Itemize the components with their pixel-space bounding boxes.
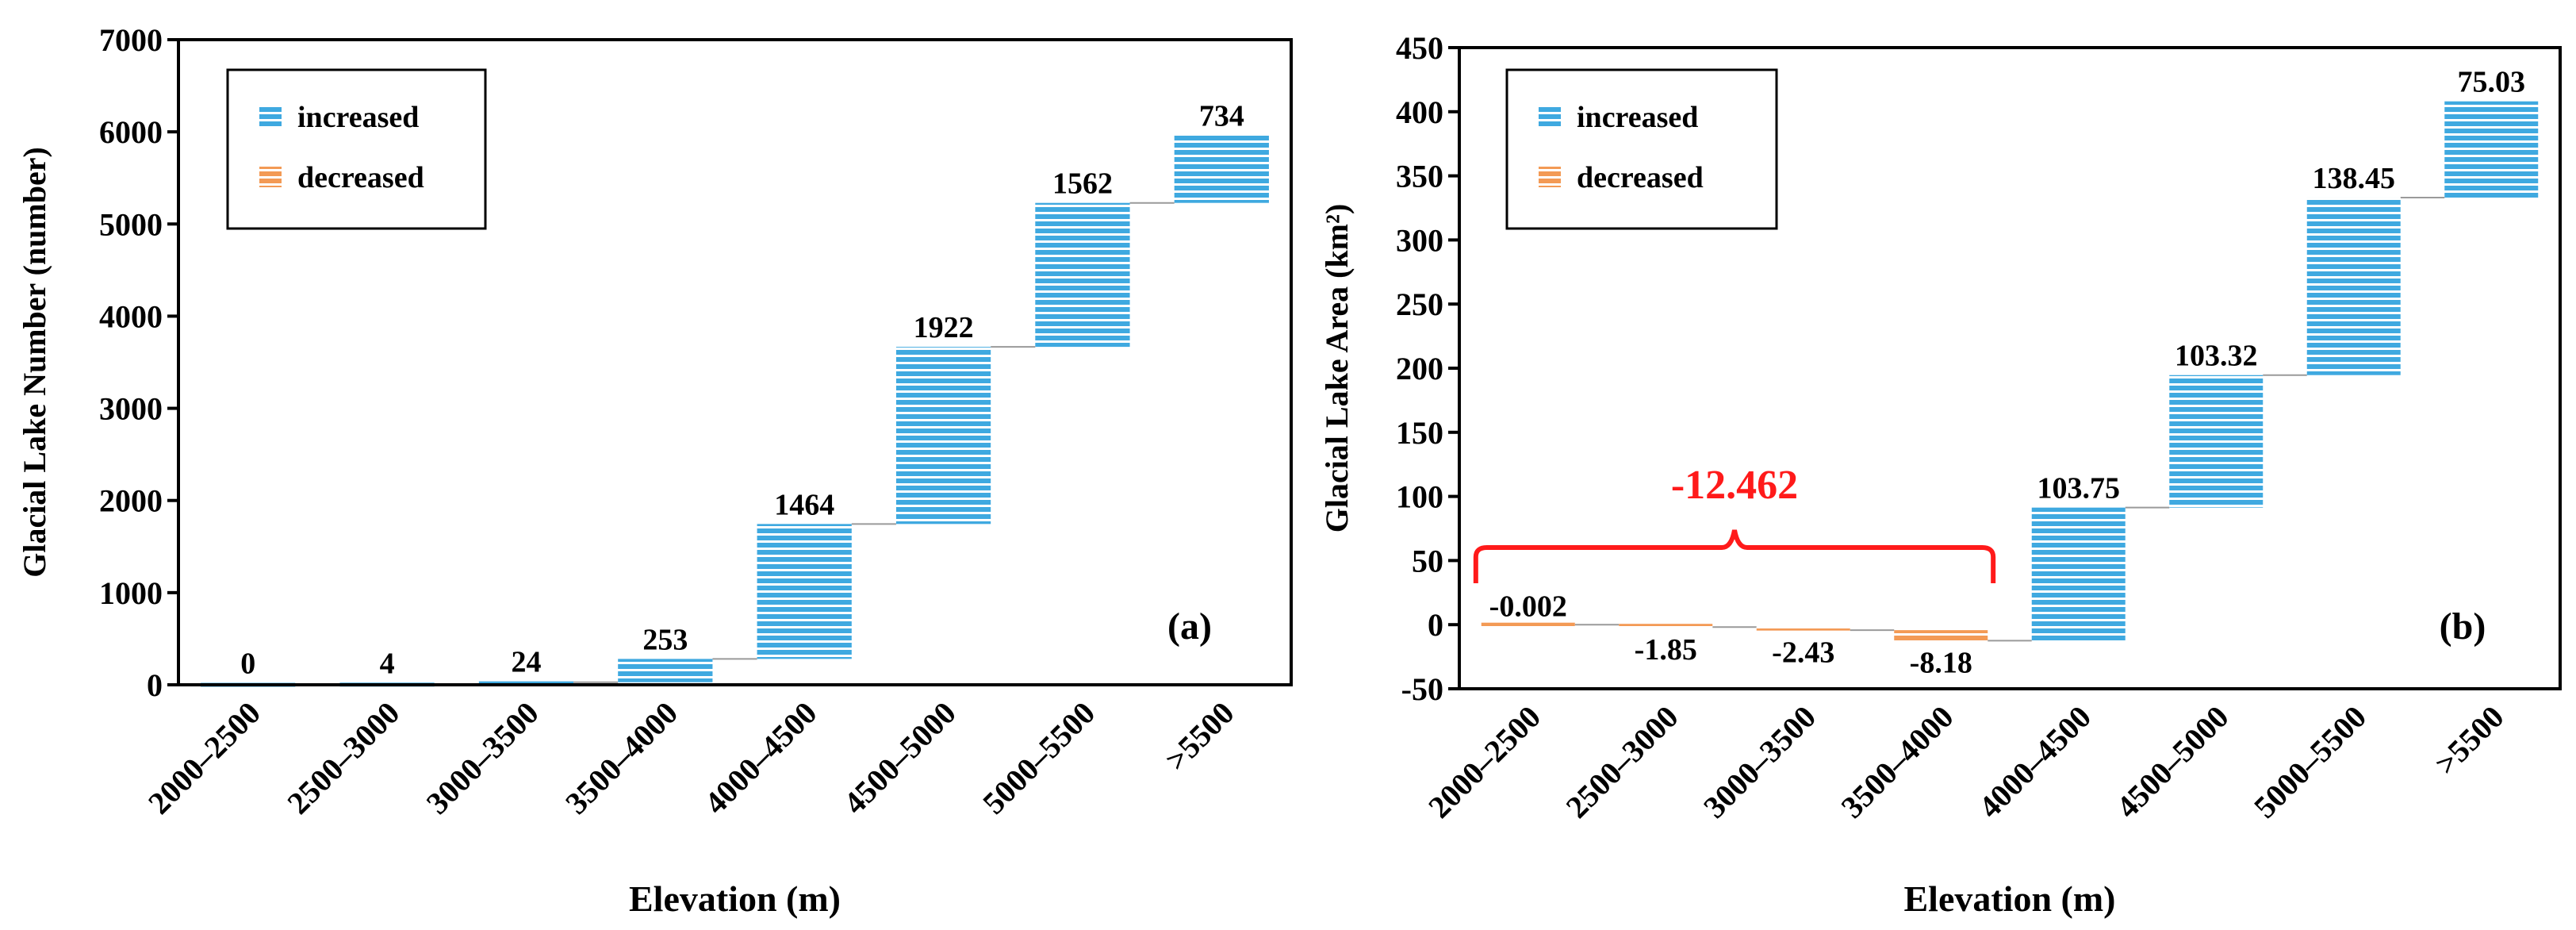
x-tick-label: >5500 — [2428, 699, 2511, 782]
bar-3000-3500 — [1756, 626, 1850, 631]
y-tick-label: 4000 — [99, 298, 163, 334]
bar-5000-5500 — [1035, 202, 1130, 348]
x-tick-label: 5000–5500 — [976, 695, 1102, 821]
y-tick-label: 350 — [1396, 159, 1443, 194]
legend-swatch-decreased — [259, 167, 282, 187]
value-label: 1464 — [774, 488, 834, 521]
y-tick-label: 200 — [1396, 351, 1443, 386]
value-label: -8.18 — [1910, 646, 1972, 679]
y-tick-label: 450 — [1396, 30, 1443, 66]
x-tick-label: 2500–3000 — [280, 695, 406, 821]
y-tick-label: 6000 — [99, 114, 163, 150]
value-labels-a: 0 4 24 253 1464 1922 1562 734 — [240, 99, 1244, 680]
y-axis-label-b: Glacial Lake Area (km²) — [1319, 204, 1355, 533]
x-tick-label: 4000–4500 — [1972, 699, 2098, 825]
y-tick-label: 250 — [1396, 286, 1443, 322]
y-tick-label: 7000 — [99, 22, 163, 58]
value-label: 138.45 — [2313, 162, 2396, 195]
plot-frame-a — [177, 38, 1293, 686]
panel-label-a: (a) — [1167, 605, 1212, 648]
value-label: 0 — [240, 648, 255, 681]
chart-panel-b: -0.002 -1.85 -2.43 -8.18 103.75 103.32 138.45 7… — [1319, 30, 2562, 919]
y-tick-label: 2000 — [99, 483, 163, 519]
y-axis-label-a: Glacial Lake Number (number) — [17, 147, 52, 578]
x-tick-label: 4500–5000 — [837, 695, 963, 821]
bar-2500-3000 — [1619, 624, 1713, 628]
value-label: 24 — [511, 646, 541, 679]
value-label: 103.32 — [2175, 340, 2258, 373]
x-tick-label: >5500 — [1158, 695, 1241, 778]
x-tick-label: 4500–5000 — [2110, 699, 2236, 825]
value-label: 4 — [380, 647, 395, 680]
bar-4000-4500 — [757, 524, 852, 659]
y-tick-label: 50 — [1412, 543, 1443, 578]
legend-label-decreased: decreased — [297, 161, 424, 194]
sum-annotation: -12.462 — [1473, 463, 1996, 583]
value-label: 75.03 — [2458, 66, 2526, 99]
chart-panel-a: 0 4 24 253 1464 1922 1562 734 0 1000 2000 3000 4000… — [17, 22, 1293, 919]
y-tick-label: 300 — [1396, 222, 1443, 258]
x-tick-label: 5000–5500 — [2247, 699, 2373, 825]
panel-label-b: (b) — [2440, 605, 2486, 648]
bars-a — [201, 135, 1269, 687]
value-label: 103.75 — [2037, 472, 2121, 505]
x-tick-label: 2000–2500 — [1421, 699, 1547, 825]
value-label: -0.002 — [1489, 590, 1567, 624]
connector-lines — [1574, 196, 2445, 642]
y-tick-label: 3000 — [99, 391, 163, 427]
bar-2000-2500 — [1481, 622, 1575, 627]
bar-4500-5000 — [2169, 375, 2264, 508]
value-label: 1562 — [1052, 167, 1113, 201]
y-tick-label: 0 — [147, 667, 163, 703]
y-ticks-b: -50 0 50 100 150 200 250 300 350 400 450 — [1396, 30, 1459, 707]
bar-4500-5000 — [895, 347, 991, 525]
value-label: -2.43 — [1772, 636, 1834, 670]
sum-brace — [1473, 529, 1996, 583]
x-tick-label: 3000–3500 — [420, 695, 546, 821]
plot-frame-b — [1458, 46, 2562, 690]
legend-label-decreased: decreased — [1577, 161, 1704, 194]
bar-3500-4000 — [618, 659, 713, 682]
sum-annotation-label: -12.462 — [1671, 463, 1798, 508]
bar-5500 — [1174, 135, 1269, 203]
x-axis-label-a: Elevation (m) — [629, 878, 841, 919]
y-ticks-a: 0 1000 2000 3000 4000 5000 6000 7000 — [99, 22, 178, 703]
legend-label-increased: increased — [1577, 101, 1698, 134]
legend-box-b — [1505, 68, 1778, 230]
legend-b: increased decreased — [1505, 68, 1778, 230]
legend-box-a — [226, 68, 487, 230]
x-tick-label: 3000–3500 — [1696, 699, 1823, 825]
y-tick-label: 400 — [1396, 94, 1443, 130]
bar-5500 — [2444, 101, 2539, 198]
x-tick-label: 2500–3000 — [1559, 699, 1685, 825]
legend-label-increased: increased — [297, 101, 419, 134]
value-labels-b: -0.002 -1.85 -2.43 -8.18 103.75 103.32 138.45 7… — [1489, 66, 2525, 680]
y-tick-label: 5000 — [99, 206, 163, 242]
y-tick-label: -50 — [1401, 671, 1443, 707]
x-tick-label: 3500–4000 — [1834, 699, 1961, 825]
value-label: -1.85 — [1635, 633, 1697, 667]
y-tick-label: 1000 — [99, 575, 163, 611]
x-ticks-b: 2000–2500 2500–3000 3000–3500 3500–4000 4000… — [1421, 699, 2511, 825]
legend-a: increased decreased — [226, 68, 487, 230]
y-tick-label: 100 — [1396, 479, 1443, 515]
x-ticks-a: 2000–2500 2500–3000 3000–3500 3500–4000 4000… — [141, 695, 1241, 821]
bar-4000-4500 — [2031, 507, 2126, 641]
bars-b — [1481, 101, 2539, 641]
x-tick-label: 4000–4500 — [697, 695, 823, 821]
y-tick-label: 0 — [1428, 607, 1443, 643]
value-label: 734 — [1199, 99, 1244, 133]
x-axis-label-b: Elevation (m) — [1903, 878, 2115, 919]
bar-3500-4000 — [1894, 630, 1988, 641]
x-tick-label: 2000–2500 — [141, 695, 267, 821]
legend-swatch-increased — [259, 106, 282, 127]
x-tick-label: 3500–4000 — [558, 695, 684, 821]
legend-swatch-increased — [1539, 106, 1561, 127]
legend-swatch-decreased — [1539, 167, 1561, 187]
value-label: 253 — [642, 623, 688, 656]
bar-5000-5500 — [2306, 197, 2401, 375]
y-tick-label: 150 — [1396, 415, 1443, 451]
value-label: 1922 — [914, 311, 974, 344]
